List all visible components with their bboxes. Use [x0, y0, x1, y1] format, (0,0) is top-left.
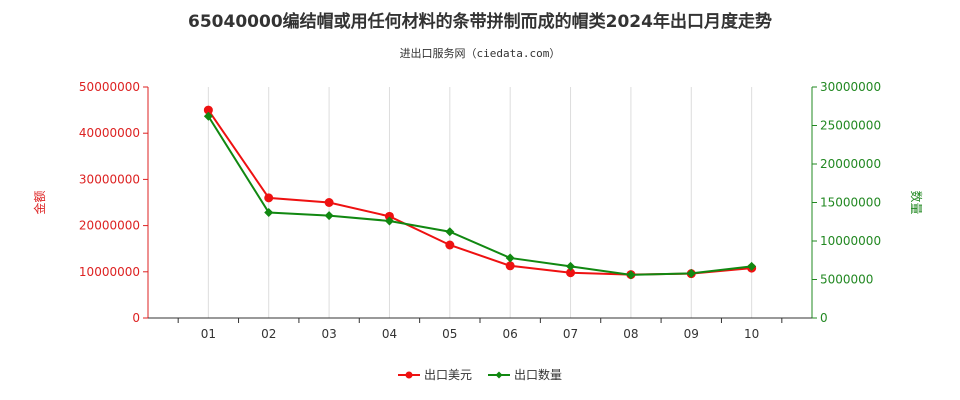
x-tick-label: 03: [321, 327, 336, 341]
series-line-2: [207, 115, 752, 276]
series-2-point[interactable]: [384, 216, 394, 226]
legend-label-1[interactable]: 出口美元: [424, 368, 472, 382]
series-2-point[interactable]: [505, 253, 515, 263]
x-tick-label: 04: [382, 327, 397, 341]
y-right-tick-label: 20000000: [820, 157, 881, 171]
series-line-1: [207, 109, 752, 276]
series-1-point[interactable]: [324, 198, 334, 207]
y-right-tick-label: 0: [820, 311, 828, 325]
series-2-point[interactable]: [686, 268, 696, 278]
x-tick-label: 02: [261, 327, 276, 341]
legend-swatch-marker: [405, 371, 413, 379]
series-1-point[interactable]: [505, 261, 515, 271]
x-tick-label: 06: [503, 327, 518, 341]
y-left-tick-label: 20000000: [79, 219, 140, 233]
series-2-point[interactable]: [445, 227, 455, 237]
y-right-tick-label: 30000000: [820, 80, 881, 94]
series-2-point[interactable]: [324, 211, 334, 221]
series-1-point[interactable]: [264, 193, 274, 203]
x-tick-label: 08: [623, 327, 638, 341]
y-left-tick-label: 10000000: [79, 265, 140, 279]
y-right-axis-title: 数量: [909, 190, 924, 214]
x-tick-label: 10: [744, 327, 759, 341]
y-left-tick-label: 0: [132, 311, 140, 325]
axes-layer: 0 10000000 20000000 30000000 40000000 5000000…: [32, 80, 924, 341]
x-tick-label: 07: [563, 327, 578, 341]
x-tick-label: 01: [201, 327, 216, 341]
series-1-point[interactable]: [203, 105, 213, 115]
series-2-point[interactable]: [203, 111, 213, 121]
grid-layer: [207, 87, 753, 318]
series-2-point[interactable]: [626, 270, 636, 280]
series-1-point[interactable]: [384, 211, 394, 221]
y-right-tick-label: 15000000: [820, 196, 881, 210]
legend-swatch-marker: [495, 371, 503, 379]
legend-label-2[interactable]: 出口数量: [514, 367, 562, 382]
series-2-point[interactable]: [264, 208, 274, 218]
series-layer: [203, 105, 757, 280]
y-left-axis-title: 金额: [32, 190, 47, 214]
chart-title: 65040000编结帽或用任何材料的条带拼制而成的帽类2024年出口月度走势: [188, 11, 772, 32]
series-2-point[interactable]: [566, 261, 576, 271]
y-left-tick-label: 40000000: [79, 126, 140, 140]
series-2-point[interactable]: [747, 261, 757, 271]
series-1-point[interactable]: [566, 268, 576, 278]
x-tick-label: 09: [684, 327, 699, 341]
legend: 出口美元 出口数量: [398, 367, 562, 382]
y-right-tick-label: 25000000: [820, 119, 881, 133]
y-right-tick-label: 10000000: [820, 234, 881, 248]
y-left-tick-label: 50000000: [79, 80, 140, 94]
chart-subtitle: 进出口服务网（ciedata.com）: [400, 46, 561, 60]
series-1-point[interactable]: [445, 240, 455, 250]
y-left-tick-label: 30000000: [79, 172, 140, 186]
x-tick-label: 05: [442, 327, 457, 341]
y-right-tick-label: 5000000: [820, 273, 873, 287]
